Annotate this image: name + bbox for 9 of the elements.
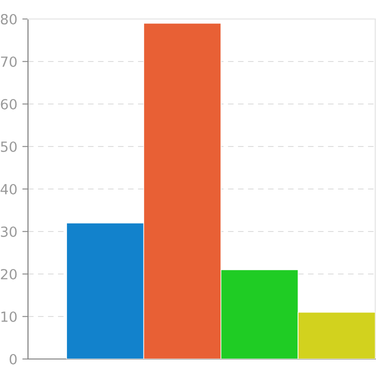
y-tick-label: 30 xyxy=(0,226,17,237)
y-tick-label: 20 xyxy=(0,268,17,280)
y-tick-label: 60 xyxy=(0,98,17,110)
y-tick-label: 50 xyxy=(0,141,17,152)
y-tick-label: 40 xyxy=(0,184,17,194)
y-tick-label: 70 xyxy=(1,56,17,67)
y-tick-label: 80 xyxy=(0,14,17,24)
y-tick-label: 0 xyxy=(10,354,17,364)
y-tick-label: 10 xyxy=(1,311,17,322)
